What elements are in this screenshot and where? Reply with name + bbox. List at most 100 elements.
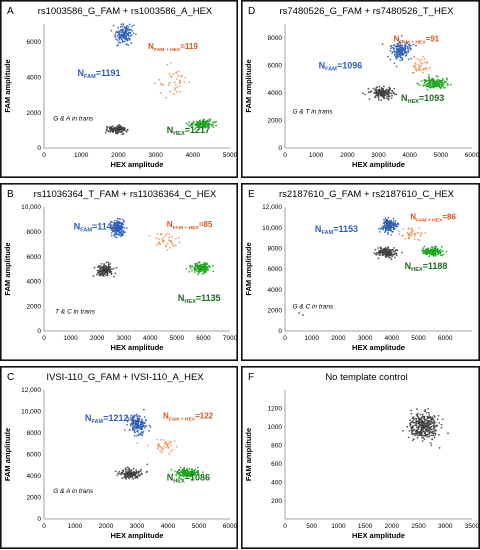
droplet [400,34,403,37]
droplet [183,466,186,469]
droplet [118,126,121,129]
droplet [98,268,101,270]
droplet [110,232,113,234]
droplet [204,123,207,126]
droplet [441,77,444,80]
droplet [168,84,170,86]
droplet [429,83,431,85]
droplet [421,58,423,61]
droplet [376,91,378,94]
droplet [410,45,412,47]
droplet [398,45,401,48]
droplet [124,468,127,471]
droplet [411,420,414,422]
droplet [430,85,432,88]
y-tick-label: 2000 [27,303,42,310]
droplet [389,249,392,251]
droplet [98,266,101,269]
droplet [197,124,200,127]
droplet [404,42,407,45]
droplet [166,249,169,252]
droplet [438,84,441,86]
droplet [106,266,108,269]
droplet [106,274,109,277]
droplet [435,429,437,432]
droplet [174,84,177,86]
droplet [387,216,390,219]
droplet [384,253,386,256]
droplet [116,34,119,37]
droplet [390,234,393,236]
droplet [120,235,122,238]
x-tick-label: 4000 [186,152,201,159]
y-tick-label: 8000 [268,246,283,253]
droplet [367,87,370,90]
droplet [410,231,413,234]
droplet [114,225,116,228]
droplet [125,227,128,230]
droplet [380,94,383,96]
droplet [110,29,113,32]
droplet [174,244,177,247]
droplet [413,65,415,67]
droplet [407,237,410,240]
droplet [181,469,184,472]
droplet [170,444,173,447]
droplet [130,471,133,474]
x-axis-label: HEX amplitude [111,160,164,169]
droplet [96,272,99,274]
droplet [175,71,178,73]
droplet [197,272,200,274]
droplet [203,264,205,267]
y-tick-label: 10,000 [21,409,41,416]
droplet [393,256,396,259]
droplet [113,234,116,237]
droplet [172,245,175,248]
droplet [395,254,398,257]
droplet [168,236,171,239]
droplet [436,248,439,251]
droplet [424,84,426,86]
droplet [118,123,121,126]
droplet [120,23,123,26]
x-tick-label: 0 [42,523,46,530]
droplet [420,426,423,429]
droplet [438,422,440,424]
droplet [113,223,115,226]
droplet [396,222,399,225]
droplet [382,249,385,251]
droplet [402,430,404,432]
droplet [142,425,144,428]
droplet [443,81,446,84]
droplet [192,473,195,476]
droplet [408,227,410,230]
droplet [110,234,113,237]
droplet [156,447,159,450]
droplet [432,80,435,82]
droplet [423,420,426,422]
droplet [424,410,427,412]
droplet [118,222,121,224]
droplet [164,234,167,237]
droplet [178,237,180,239]
droplet [134,477,137,479]
x-tick-label: 2000 [90,335,105,342]
droplet [159,82,162,85]
droplet [122,24,124,27]
droplet [212,126,215,128]
x-tick-label: 1000 [331,523,346,530]
droplet [401,50,404,53]
droplet [113,35,116,37]
droplet [393,62,396,65]
droplet [208,118,211,120]
trans-annotation: T & C in trans [55,309,95,316]
droplet [209,119,212,121]
droplet [397,51,399,53]
droplet [168,452,171,455]
droplet [389,228,392,231]
droplet [414,434,416,437]
droplet [379,252,382,254]
droplet [432,86,435,88]
droplet [113,227,116,230]
droplet [148,429,150,432]
